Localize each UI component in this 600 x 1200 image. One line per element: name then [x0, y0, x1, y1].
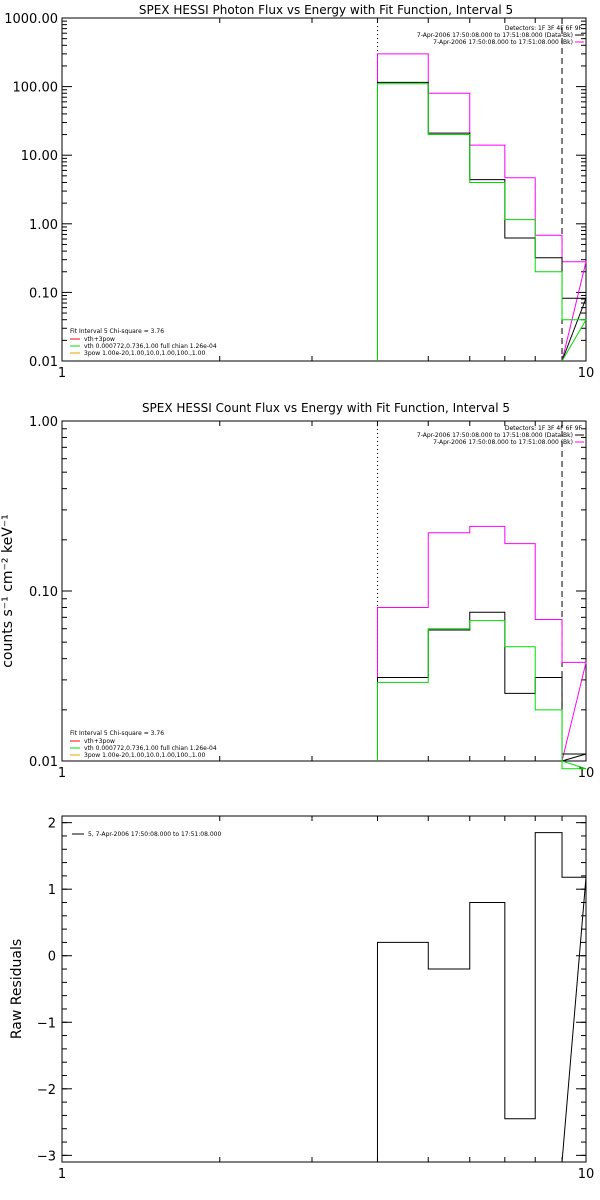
legend-data-bk: 7-Apr-2006 17:50:08.000 to 17:51:08.000 …	[417, 32, 573, 39]
legend-bottom: Fit Interval 5 Chi-square = 3.76 vth+3po…	[70, 328, 217, 357]
legend-interval: 5, 7-Apr-2006 17:50:08.000 to 17:51:08.0…	[88, 831, 221, 838]
legend-item: 3pow 1.00e-20,1.00,10.0,1.00,100.,1.00	[84, 350, 205, 357]
legend-item: vth+3pow	[84, 336, 115, 343]
x-tick-label: 1	[58, 766, 66, 781]
chart-title: SPEX HESSI Photon Flux vs Energy with Fi…	[139, 3, 513, 17]
series-green-line	[376, 83, 587, 362]
legend-bk: 7-Apr-2006 17:50:08.000 to 17:51:08.000 …	[433, 439, 573, 446]
legend-detectors: Detectors: 1F 3F 4F 6F 9F	[505, 425, 583, 432]
y-tick-label: 100.00	[13, 81, 59, 96]
plot-frame	[61, 815, 587, 1163]
legend-item: vth 0.000772,0.736,1.00 full chian 1.26e…	[84, 745, 217, 752]
legend-bk: 7-Apr-2006 17:50:08.000 to 17:51:08.000 …	[433, 39, 573, 46]
y-tick-label: 0.01	[29, 755, 58, 770]
legend-detectors: Detectors: 1F 3F 4F 6F 9F	[505, 25, 583, 32]
legend-item: vth+3pow	[84, 738, 115, 745]
legend-top: Detectors: 1F 3F 4F 6F 9F 7-Apr-2006 17:…	[417, 25, 584, 46]
x-tick-label: 10	[578, 366, 595, 381]
legend-item: 3pow 1.00e-20,1.00,10.0,1.00,100.,1.00	[84, 752, 205, 759]
y-tick-label: 2	[48, 817, 56, 832]
panel-residuals: Raw Residuals 1 10 −3 −2 −1 0 1 2 5, 7-Apr-2006…	[9, 815, 595, 1182]
y-tick-label: −2	[37, 1083, 56, 1098]
plot-frame	[61, 17, 587, 362]
x-tick-label: 1	[58, 1167, 66, 1182]
y-tick-label: 1000.00	[4, 12, 58, 27]
y-tick-label: 10.00	[21, 149, 58, 164]
legend-item: vth 0.000772,0.736,1.00 full chian 1.26e…	[84, 343, 217, 350]
legend-top: Detectors: 1F 3F 4F 6F 9F 7-Apr-2006 17:…	[417, 425, 584, 446]
plot-frame	[61, 420, 587, 762]
series-magenta-line	[376, 525, 587, 762]
y-tick-label: 1	[48, 883, 56, 898]
series-magenta-line	[376, 53, 587, 362]
legend-fit-header: Fit Interval 5 Chi-square = 3.76	[70, 328, 164, 335]
y-tick-label: −3	[37, 1149, 56, 1164]
legend-data-bk: 7-Apr-2006 17:50:08.000 to 17:51:08.000 …	[417, 432, 573, 439]
x-tick-label: 1	[58, 366, 66, 381]
y-tick-label: −1	[37, 1016, 56, 1031]
y-axis-label: Raw Residuals	[9, 939, 25, 1039]
y-tick-label: 0.10	[29, 585, 58, 600]
y-axis-label: counts s⁻¹ cm⁻² keV⁻¹	[0, 514, 16, 668]
y-tick-label: 0.10	[29, 286, 58, 301]
series-black-line	[376, 611, 587, 762]
y-tick-label: 1.00	[29, 218, 58, 233]
y-tick-label: 1.00	[29, 415, 58, 430]
chart-title: SPEX HESSI Count Flux vs Energy with Fit…	[142, 401, 510, 415]
legend-fit-header: Fit Interval 5 Chi-square = 3.76	[70, 730, 164, 737]
series-black-line	[376, 832, 587, 1163]
series-green-line	[376, 620, 587, 770]
series-black-line	[376, 81, 587, 362]
y-tick-label: 0.01	[29, 355, 58, 370]
legend-top: 5, 7-Apr-2006 17:50:08.000 to 17:51:08.0…	[72, 831, 221, 838]
y-tick-label: 0	[48, 950, 56, 965]
panel-photon-flux: SPEX HESSI Photon Flux vs Energy with Fi…	[4, 3, 594, 381]
x-tick-label: 10	[578, 766, 595, 781]
x-tick-label: 10	[578, 1167, 595, 1182]
legend-bottom: Fit Interval 5 Chi-square = 3.76 vth+3po…	[70, 730, 217, 759]
panel-count-flux: SPEX HESSI Count Flux vs Energy with Fit…	[0, 401, 594, 781]
